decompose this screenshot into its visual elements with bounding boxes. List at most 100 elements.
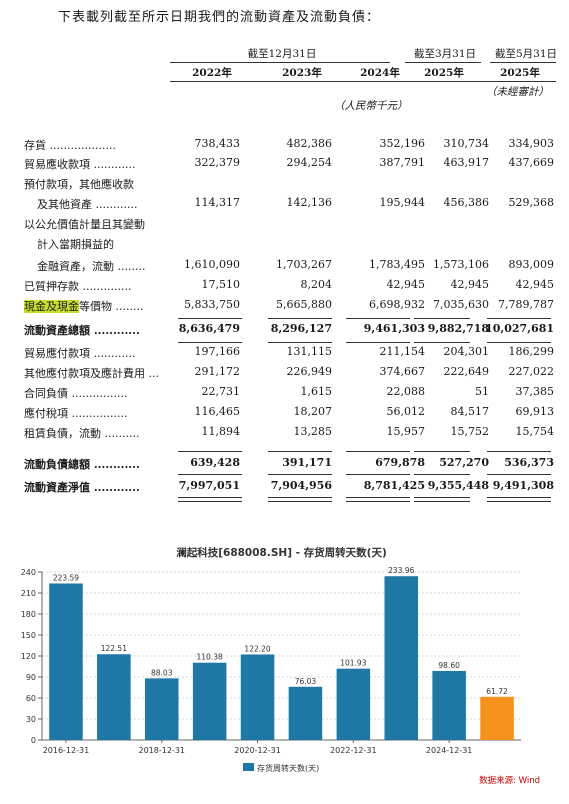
table-rule (487, 474, 551, 475)
leader-dots: .............. (79, 280, 132, 293)
cell-value: 11,894 (201, 425, 241, 438)
cell-value: 9,882,718 (427, 322, 489, 335)
cell-value: 114,317 (194, 196, 241, 209)
cell-value: 8,781,425 (363, 479, 425, 492)
cell-value: 204,301 (443, 345, 490, 358)
label-text: 及其他資產 (37, 198, 92, 211)
label-text: 金融資產，流動 (37, 260, 114, 273)
bar-value-label: 98.60 (438, 661, 460, 670)
cell-value: 37,385 (515, 385, 555, 398)
leader-dots: ............ (90, 347, 136, 360)
row-label: 及其他資產 ............ (37, 196, 137, 212)
row-label: 流動資產總額 ............ (24, 322, 140, 338)
cell-value: 679,878 (375, 456, 425, 469)
bar-value-label: 88.03 (151, 668, 173, 677)
table-rule (346, 451, 410, 452)
table-rule (178, 318, 242, 319)
x-tick-label: 2016-12-31 (43, 746, 90, 755)
bar (336, 668, 371, 740)
y-tick-label: 240 (21, 568, 36, 577)
table-row: 存貨 ................... 738,433 482,386 352,… (0, 137, 569, 155)
table-row: 貿易應收款項 ............ 322,379 294,254 387,791… (0, 156, 569, 174)
y-tick-label: 0 (31, 736, 36, 745)
cell-value: 527,270 (439, 456, 489, 469)
table-row: 其他應付款項及應計費用 ... 291,172 226,949 374,667 222,… (0, 365, 569, 383)
cell-value: 738,433 (194, 137, 241, 150)
cell-value: 456,386 (443, 196, 490, 209)
bar (384, 576, 419, 740)
label-text: 以公允價值計量且其變動 (24, 218, 145, 231)
label-text: 預付款項，其他應收款 (24, 178, 134, 191)
cell-value: 18,207 (293, 405, 333, 418)
bar-value-label: 122.20 (244, 644, 270, 653)
row-label: 應付稅項 ................ (24, 405, 127, 421)
leader-dots: ................... (46, 139, 116, 152)
leader-dots: ............ (92, 198, 138, 211)
table-rule (268, 342, 332, 343)
cell-value: 9,461,303 (363, 322, 425, 335)
bar (49, 583, 83, 740)
row-label: 流動負債總額 ............ (24, 456, 140, 472)
table-rule (178, 497, 242, 502)
table-rule (178, 474, 242, 475)
table-row: 流動資產淨值 ............ 7,997,051 7,904,956 8,7… (0, 479, 569, 497)
table-rule (487, 342, 551, 343)
cell-value: 536,373 (504, 456, 554, 469)
cell-value: 10,027,681 (485, 322, 554, 335)
cell-value: 197,166 (194, 345, 241, 358)
bar (288, 686, 323, 740)
cell-value: 5,665,880 (276, 298, 332, 311)
cell-value: 8,296,127 (270, 322, 332, 335)
table-rule (414, 497, 470, 502)
cell-value: 6,698,932 (369, 298, 425, 311)
y-tick-label: 150 (21, 631, 36, 640)
table-rule (178, 451, 242, 452)
bar-value-label: 233.96 (388, 566, 414, 575)
chart-svg: 澜起科技[688008.SH] - 存货周转天数(天) 0 30 60 90 120 150… (21, 546, 540, 786)
cell-value: 8,636,479 (178, 322, 240, 335)
legend-label: 存货周转天数(天) (257, 763, 319, 773)
leader-dots: ........ (114, 260, 146, 273)
label-text: 流動負債總額 (24, 458, 90, 471)
cell-value: 9,491,308 (492, 479, 554, 492)
table-row: 計入當期損益的 (0, 236, 569, 254)
cell-value: 142,136 (286, 196, 333, 209)
cell-value: 195,944 (379, 196, 426, 209)
leader-dots: ............ (90, 481, 140, 494)
leader-dots: ............ (90, 458, 140, 471)
cell-value: 1,610,090 (184, 258, 240, 271)
label-text: 貿易應付款項 (24, 347, 90, 360)
x-tick-label: 2020-12-31 (234, 746, 281, 755)
label-text: 貿易應收款項 (24, 158, 90, 171)
label-text: 流動資產總額 (24, 324, 90, 337)
cell-value: 639,428 (190, 456, 240, 469)
table-row: 流動資產總額 ............ 8,636,479 8,296,127 9,4… (0, 322, 569, 340)
cell-value: 291,172 (194, 365, 241, 378)
table-row: 流動負債總額 ............ 639,428 391,171 679,878… (0, 456, 569, 474)
chart-title: 澜起科技[688008.SH] - 存货周转天数(天) (176, 546, 387, 559)
label-text: 已質押存款 (24, 280, 79, 293)
leader-dots: .......... (101, 427, 140, 440)
intro-text: 下表載列截至所示日期我們的流動資產及流動負債： (58, 10, 381, 25)
table-row: 貿易應付款項 ............ 197,166 131,115 211,154… (0, 345, 569, 363)
cell-value: 1,615 (300, 385, 333, 398)
y-tick-label: 60 (26, 694, 36, 703)
cell-value: 51 (475, 385, 489, 398)
cell-value: 334,903 (508, 137, 555, 150)
label-text: 應付稅項 (24, 407, 68, 420)
cell-value: 1,573,106 (433, 258, 489, 271)
row-label: 金融資產，流動 ........ (37, 258, 145, 274)
bar (144, 678, 179, 740)
cell-value: 42,945 (386, 278, 426, 291)
cell-value: 15,957 (386, 425, 426, 438)
cell-value: 529,368 (508, 196, 555, 209)
cell-value: 8,204 (300, 278, 333, 291)
table-row: 以公允價值計量且其變動 (0, 216, 569, 234)
cell-value: 437,669 (508, 156, 555, 169)
row-label: 其他應付款項及應計費用 ... (24, 365, 159, 381)
table-rule (346, 342, 410, 343)
cell-value: 56,012 (386, 405, 426, 418)
x-tick-label: 2018-12-31 (139, 746, 186, 755)
table-rule (268, 474, 332, 475)
cell-value: 13,285 (293, 425, 333, 438)
